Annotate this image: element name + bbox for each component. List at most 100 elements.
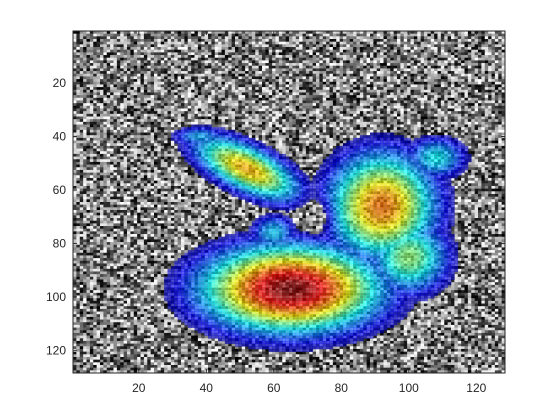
- noise-pixel: [134, 133, 138, 136]
- noise-pixel: [451, 47, 455, 50]
- noise-pixel: [448, 39, 452, 42]
- noise-pixel: [353, 34, 357, 37]
- noise-pixel: [161, 68, 165, 71]
- noise-pixel: [238, 36, 242, 39]
- noise-pixel: [404, 82, 408, 85]
- noise-pixel: [296, 68, 300, 71]
- noise-pixel: [211, 63, 215, 66]
- noise-pixel: [397, 42, 401, 45]
- noise-pixel: [299, 39, 303, 42]
- noise-pixel: [454, 122, 458, 125]
- noise-pixel: [444, 34, 448, 37]
- noise-pixel: [168, 34, 172, 37]
- noise-pixel: [377, 122, 381, 125]
- noise-pixel: [299, 79, 303, 82]
- noise-pixel: [137, 63, 141, 66]
- noise-pixel: [211, 84, 215, 87]
- noise-pixel: [357, 117, 361, 120]
- noise-pixel: [191, 47, 195, 50]
- noise-pixel: [124, 55, 128, 58]
- noise-pixel: [151, 130, 155, 133]
- noise-pixel: [330, 71, 334, 74]
- noise-pixel: [299, 68, 303, 71]
- noise-pixel: [373, 114, 377, 117]
- noise-pixel: [195, 90, 199, 93]
- noise-pixel: [171, 130, 175, 133]
- noise-pixel: [235, 42, 239, 45]
- noise-pixel: [157, 103, 161, 106]
- noise-pixel: [252, 66, 256, 69]
- noise-pixel: [276, 66, 280, 69]
- noise-pixel: [475, 47, 479, 50]
- noise-pixel: [421, 55, 425, 58]
- noise-pixel: [303, 111, 307, 114]
- noise-pixel: [124, 68, 128, 71]
- noise-pixel: [346, 63, 350, 66]
- noise-pixel: [164, 82, 168, 85]
- noise-pixel: [367, 119, 371, 122]
- noise-pixel: [465, 58, 469, 61]
- noise-pixel: [485, 119, 489, 122]
- noise-pixel: [296, 87, 300, 90]
- noise-pixel: [333, 103, 337, 106]
- noise-pixel: [188, 68, 192, 71]
- noise-pixel: [363, 39, 367, 42]
- noise-pixel: [174, 92, 178, 95]
- noise-pixel: [174, 108, 178, 111]
- noise-pixel: [306, 84, 310, 87]
- noise-pixel: [76, 60, 80, 63]
- noise-pixel: [171, 127, 175, 130]
- noise-pixel: [367, 63, 371, 66]
- noise-pixel: [191, 44, 195, 47]
- noise-pixel: [360, 87, 364, 90]
- noise-pixel: [377, 68, 381, 71]
- noise-pixel: [276, 36, 280, 39]
- noise-pixel: [434, 92, 438, 95]
- noise-pixel: [245, 122, 249, 125]
- noise-pixel: [188, 119, 192, 122]
- noise-pixel: [215, 50, 219, 53]
- noise-pixel: [481, 98, 485, 101]
- noise-pixel: [262, 122, 266, 125]
- noise-pixel: [360, 76, 364, 79]
- noise-pixel: [451, 87, 455, 90]
- noise-pixel: [458, 50, 462, 53]
- noise-pixel: [83, 103, 87, 106]
- noise-pixel: [188, 108, 192, 111]
- noise-pixel: [289, 76, 293, 79]
- noise-pixel: [235, 100, 239, 103]
- noise-pixel: [323, 114, 327, 117]
- noise-pixel: [492, 125, 496, 128]
- noise-pixel: [245, 36, 249, 39]
- noise-pixel: [134, 103, 138, 106]
- noise-pixel: [333, 100, 337, 103]
- noise-pixel: [97, 87, 101, 90]
- noise-pixel: [242, 74, 246, 77]
- noise-pixel: [286, 60, 290, 63]
- noise-pixel: [141, 119, 145, 122]
- noise-pixel: [168, 50, 172, 53]
- noise-pixel: [147, 98, 151, 101]
- noise-pixel: [384, 66, 388, 69]
- noise-pixel: [222, 39, 226, 42]
- noise-pixel: [107, 100, 111, 103]
- noise-pixel: [205, 76, 209, 79]
- noise-pixel: [468, 68, 472, 71]
- noise-pixel: [201, 42, 205, 45]
- noise-pixel: [488, 106, 492, 109]
- noise-pixel: [299, 130, 303, 133]
- noise-pixel: [252, 98, 256, 101]
- noise-pixel: [451, 108, 455, 111]
- noise-pixel: [303, 117, 307, 120]
- noise-pixel: [235, 84, 239, 87]
- noise-pixel: [141, 66, 145, 69]
- noise-pixel: [157, 44, 161, 47]
- noise-pixel: [87, 84, 91, 87]
- noise-pixel: [147, 50, 151, 53]
- noise-pixel: [411, 87, 415, 90]
- noise-pixel: [208, 98, 212, 101]
- noise-pixel: [444, 66, 448, 69]
- noise-pixel: [313, 125, 317, 128]
- noise-pixel: [448, 117, 452, 120]
- noise-pixel: [73, 60, 77, 63]
